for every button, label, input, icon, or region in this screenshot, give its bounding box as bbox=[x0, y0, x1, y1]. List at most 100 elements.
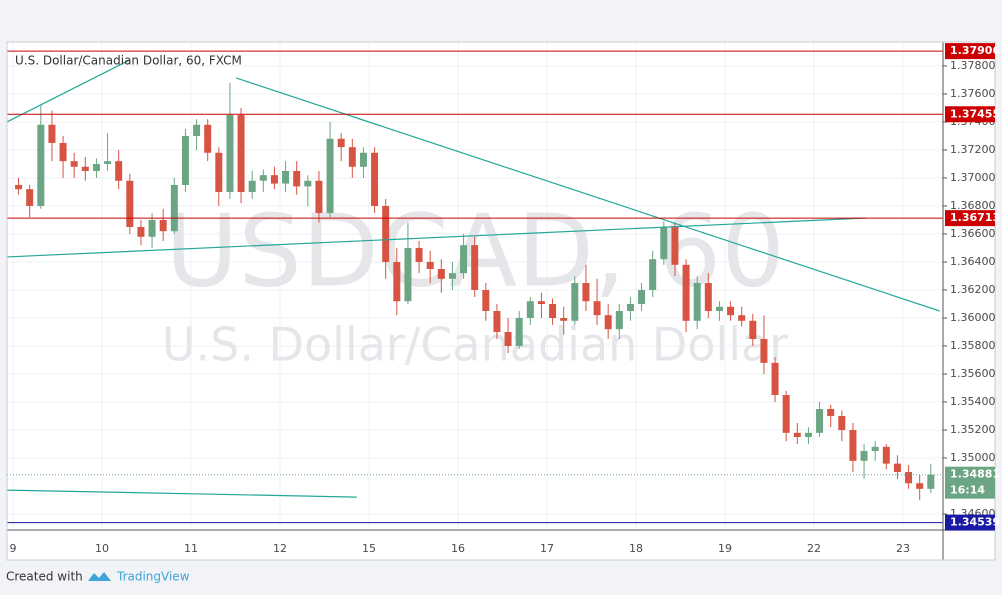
footer-prefix: Created with bbox=[6, 570, 83, 584]
candle-body bbox=[81, 166, 89, 171]
candle-body bbox=[537, 301, 545, 304]
candle-body bbox=[193, 124, 201, 136]
level-label-box bbox=[945, 514, 995, 531]
candle-body bbox=[760, 339, 768, 363]
candle-body bbox=[359, 152, 367, 167]
candle-body bbox=[26, 189, 34, 206]
level-label: 1.36713 bbox=[950, 211, 1000, 224]
candle-body bbox=[48, 124, 56, 143]
x-tick-label: 22 bbox=[807, 542, 821, 555]
candle-body bbox=[871, 446, 879, 452]
y-tick-label: 1.35600 bbox=[950, 367, 996, 380]
trend-line bbox=[6, 59, 131, 123]
candle-body bbox=[204, 124, 212, 153]
candle-body bbox=[248, 180, 256, 192]
candle-body bbox=[927, 474, 935, 489]
y-tick-label: 1.37800 bbox=[950, 59, 996, 72]
candle-body bbox=[860, 451, 868, 461]
y-tick-label: 1.36600 bbox=[950, 227, 996, 240]
level-label: 1.37455 bbox=[950, 107, 1000, 120]
x-tick-label: 10 bbox=[95, 542, 109, 555]
candle-body bbox=[137, 226, 145, 237]
candle-body bbox=[15, 184, 23, 190]
axis: 1.346001.350001.352001.354001.356001.358… bbox=[10, 43, 1000, 555]
x-tick-label: 18 bbox=[629, 542, 643, 555]
candle-body bbox=[526, 301, 534, 318]
candle-body bbox=[604, 315, 612, 330]
candle-body bbox=[404, 247, 412, 302]
footer-brand[interactable]: TradingView bbox=[116, 570, 190, 584]
candle-body bbox=[782, 395, 790, 433]
candle-body bbox=[293, 170, 301, 187]
level-label: 1.37906 bbox=[950, 44, 1000, 57]
candle-body bbox=[905, 472, 913, 484]
candle-body bbox=[393, 261, 401, 302]
candle-body bbox=[615, 310, 623, 330]
candle-body bbox=[70, 161, 78, 167]
candle-body bbox=[237, 114, 245, 192]
candle-body bbox=[460, 245, 468, 274]
y-tick-label: 1.37200 bbox=[950, 143, 996, 156]
footer: Created with TradingView bbox=[6, 570, 190, 584]
y-tick-label: 1.35200 bbox=[950, 423, 996, 436]
candle-body bbox=[215, 152, 223, 192]
candle-body bbox=[471, 245, 479, 290]
level-label-box bbox=[945, 43, 995, 60]
candle-body bbox=[649, 259, 657, 290]
x-tick-label: 11 bbox=[184, 542, 198, 555]
y-tick-label: 1.36200 bbox=[950, 283, 996, 296]
candle-body bbox=[704, 282, 712, 311]
level-label: 1.34539 bbox=[950, 516, 1000, 529]
candle-body bbox=[348, 147, 356, 167]
candle-body bbox=[715, 306, 723, 311]
candle-body bbox=[382, 205, 390, 262]
candle-body bbox=[893, 463, 901, 473]
candle-body bbox=[126, 180, 134, 227]
candle-body bbox=[838, 416, 846, 431]
candle-body bbox=[270, 175, 278, 184]
candle-body bbox=[593, 301, 601, 316]
candle-body bbox=[638, 289, 646, 304]
candle-body bbox=[660, 226, 668, 260]
chart-panel bbox=[7, 42, 995, 560]
candle-body bbox=[793, 432, 801, 438]
candle-body bbox=[804, 432, 812, 438]
level-label-box bbox=[945, 106, 995, 123]
candle-body bbox=[159, 219, 167, 232]
candle-body bbox=[426, 261, 434, 269]
x-tick-label: 16 bbox=[451, 542, 465, 555]
candle-body bbox=[693, 282, 701, 321]
y-tick-label: 1.37600 bbox=[950, 87, 996, 100]
x-tick-label: 17 bbox=[540, 542, 554, 555]
x-tick-label: 15 bbox=[362, 542, 376, 555]
last-price-box bbox=[945, 466, 995, 499]
candle-body bbox=[315, 180, 323, 213]
chart-border bbox=[6, 41, 996, 561]
candle-body bbox=[326, 138, 334, 213]
candle-body bbox=[181, 135, 189, 185]
watermark-name: U.S. Dollar/Canadian Dollar bbox=[162, 318, 788, 372]
y-tick-label: 1.35800 bbox=[950, 339, 996, 352]
candle-body bbox=[92, 163, 100, 171]
y-tick-label: 1.36400 bbox=[950, 255, 996, 268]
candle-body bbox=[437, 268, 445, 279]
logo bbox=[88, 572, 111, 581]
candle-body bbox=[415, 247, 423, 262]
candle-body bbox=[849, 430, 857, 461]
candle-body bbox=[626, 303, 634, 311]
candle-body bbox=[59, 142, 67, 162]
candle-body bbox=[504, 331, 512, 347]
candle-body bbox=[671, 226, 679, 265]
candle-body bbox=[816, 409, 824, 433]
candle-body bbox=[448, 273, 456, 279]
candle-body bbox=[259, 175, 267, 181]
trend-line bbox=[235, 77, 940, 312]
candle-body bbox=[560, 317, 568, 321]
countdown: 16:14 bbox=[950, 484, 985, 497]
trend-line bbox=[6, 217, 867, 258]
candle-body bbox=[371, 152, 379, 206]
y-tick-label: 1.36000 bbox=[950, 311, 996, 324]
trend-line bbox=[6, 489, 357, 498]
